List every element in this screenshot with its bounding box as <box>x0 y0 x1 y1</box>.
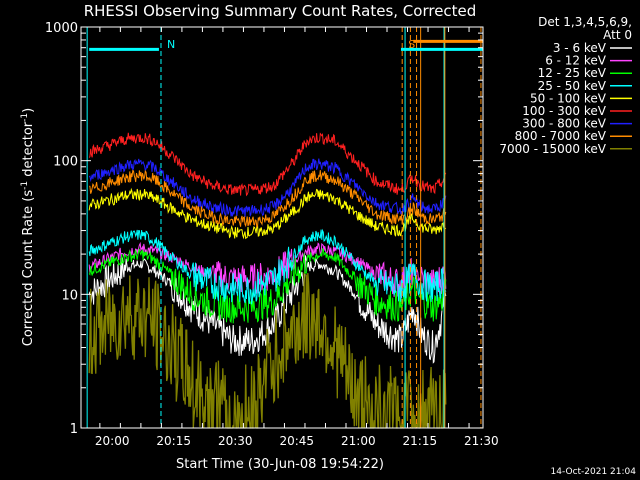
x-tick-label: 21:30 <box>464 434 499 448</box>
y-axis-label-end: ) <box>21 108 36 113</box>
x-tick-label: 20:00 <box>95 434 130 448</box>
legend-label-50-100-kev: 50 - 100 keV <box>530 91 607 105</box>
y-axis-label: Corrected Count Rate (s-1 detector-1) <box>20 108 36 346</box>
marker-label-s: S <box>408 38 415 51</box>
series-line-800-7000-kev <box>89 169 447 228</box>
y-axis-label-mid: detector <box>21 121 36 181</box>
y-tick-label: 1 <box>70 422 78 437</box>
legend-label-25-50-kev: 25 - 50 keV <box>538 79 607 93</box>
legend-label-100-300-kev: 100 - 300 keV <box>522 104 606 118</box>
y-tick-label: 10 <box>61 288 78 303</box>
y-axis-label-main: Corrected Count Rate (s <box>21 190 36 347</box>
legend-label-3-6-kev: 3 - 6 keV <box>553 41 607 55</box>
y-tick-label: 100 <box>53 155 78 170</box>
x-axis-label: Start Time (30-Jun-08 19:54:22) <box>176 457 384 472</box>
legend-label-300-800-kev: 300 - 800 keV <box>522 117 606 131</box>
timestamp: 14-Oct-2021 21:04 <box>551 467 637 477</box>
series-line-100-300-kev <box>88 132 447 197</box>
series-line-50-100-kev <box>88 187 447 240</box>
legend-header-line2: Att 0 <box>603 28 632 42</box>
legend-label-800-7000-kev: 800 - 7000 keV <box>515 129 607 143</box>
x-tick-label: 21:15 <box>403 434 438 448</box>
series-line-7000-15000-kev <box>88 272 447 429</box>
legend-label-12-25-kev: 12 - 25 keV <box>538 66 607 80</box>
series-layer <box>88 132 447 429</box>
x-tick-label: 20:45 <box>279 434 314 448</box>
legend-label-6-12-kev: 6 - 12 keV <box>545 54 607 68</box>
x-tick-label: 21:00 <box>341 434 376 448</box>
series-line-25-50-kev <box>88 228 447 305</box>
series-line-300-800-kev <box>88 158 447 218</box>
legend-header-line1: Det 1,3,4,5,6,9, <box>538 15 632 29</box>
legend-label-7000-15000-kev: 7000 - 15000 keV <box>499 142 606 156</box>
chart-title: RHESSI Observing Summary Count Rates, Co… <box>84 2 477 20</box>
axes-layer: 20:00 20:15 20:30 20:45 21:00 21:15 21:30 1 10 10… <box>45 21 499 448</box>
series-line-3-6-kev <box>88 255 447 364</box>
series-line-12-25-kev <box>88 247 447 324</box>
y-tick-label: 1000 <box>45 21 78 36</box>
marker-label-n: N <box>167 38 175 51</box>
x-tick-label: 20:30 <box>218 434 253 448</box>
x-tick-label: 20:15 <box>156 434 191 448</box>
y-axis-label-sup2: -1 <box>20 113 30 122</box>
y-axis-label-sup1: -1 <box>20 181 30 190</box>
plot-frame <box>80 26 484 429</box>
